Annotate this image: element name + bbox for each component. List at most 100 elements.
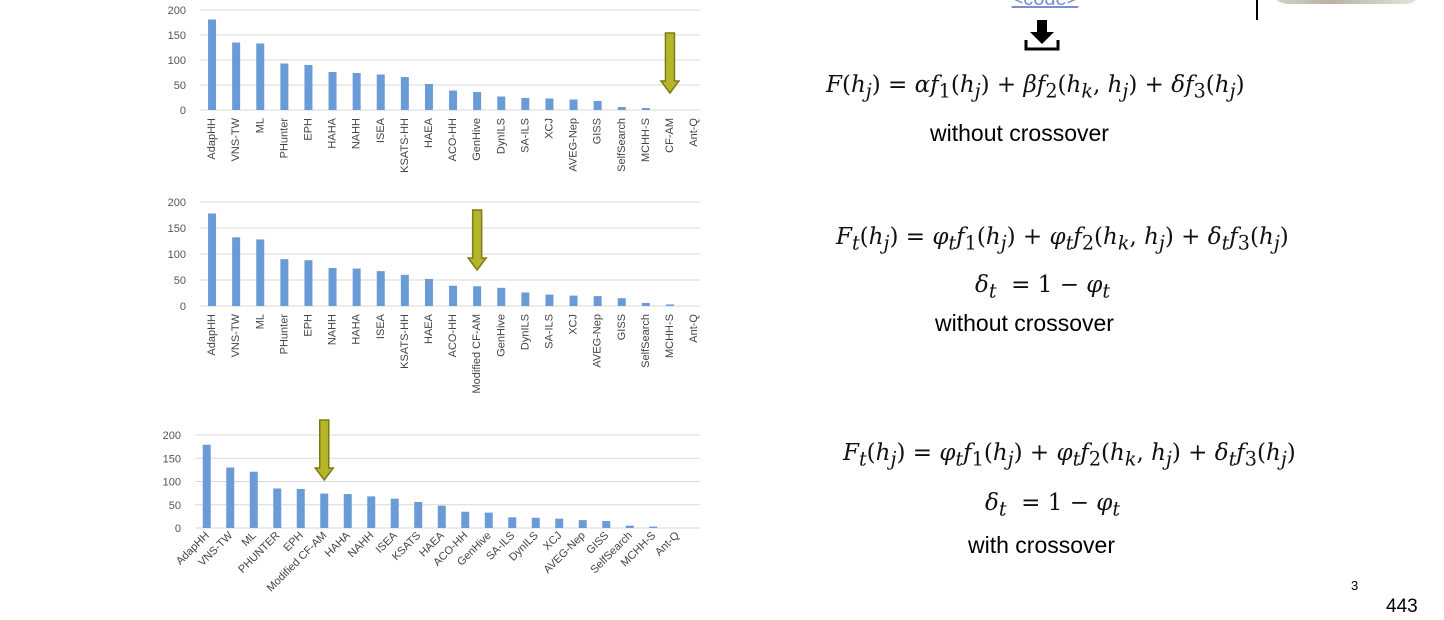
category-label: DynILS: [519, 314, 531, 350]
category-label: GenHive: [495, 314, 507, 357]
bar: [593, 296, 602, 306]
category-label: Ant-Q: [688, 118, 700, 147]
bar: [424, 84, 433, 110]
bar: [280, 63, 289, 110]
y-tick-label: 0: [180, 301, 186, 313]
bar: [320, 493, 329, 528]
bar: [649, 526, 658, 528]
highlight-arrow-icon: [313, 419, 335, 482]
category-label: HAHA: [327, 117, 339, 148]
bar: [641, 108, 650, 110]
bar: [602, 521, 611, 528]
slide-number: 3: [1351, 578, 1359, 593]
bar: [328, 268, 337, 306]
bar: [400, 274, 409, 306]
bar: [256, 43, 265, 110]
category-label: VNS-TW: [230, 117, 242, 161]
bar: [545, 294, 554, 306]
bar: [352, 73, 361, 110]
bar: [473, 286, 482, 306]
bar: [617, 107, 626, 110]
category-label: KSATS-HH: [399, 314, 411, 369]
bar: [473, 92, 482, 110]
bar: [304, 65, 313, 110]
bar: [367, 496, 376, 528]
corner-image: [1270, 0, 1420, 4]
bar: [521, 292, 530, 306]
bar: [593, 101, 602, 110]
category-label: AVEG-Nep: [592, 314, 604, 368]
bar: [232, 237, 241, 306]
y-tick-label: 150: [168, 223, 186, 235]
y-tick-label: 200: [168, 197, 186, 209]
category-label: Ant-Q: [653, 529, 682, 558]
bar: [545, 98, 554, 110]
bar: [226, 467, 235, 528]
category-label: ISEA: [375, 313, 387, 339]
formula-1: F(hj) = αf1(hj) + βf2(hk, hj) + δf3(hj): [826, 72, 1245, 103]
bar: [449, 90, 458, 110]
bar-chart-1: 0 50 100 150 200 AdapHH VNS-TW ML PHunter EPH HAHA…: [168, 5, 700, 173]
category-label: NAHH: [346, 530, 377, 561]
bar-chart-2: 0 50 100 150 200 AdapHH VNS-TW ML PHunter EPH NAHH…: [168, 197, 700, 393]
bar: [497, 287, 506, 306]
category-label: XCJ: [568, 314, 580, 335]
bar: [390, 498, 399, 528]
page-number: 443: [1386, 596, 1418, 617]
bar: [208, 19, 217, 110]
category-label: PHunter: [278, 314, 290, 355]
category-label: SA-ILS: [543, 314, 555, 349]
bar: [461, 511, 470, 528]
bar: [625, 525, 634, 528]
bar: [232, 42, 241, 110]
bar: [273, 488, 282, 528]
bar: [578, 520, 587, 528]
bar: [400, 77, 409, 110]
caption-1: without crossover: [930, 120, 1109, 146]
bar: [531, 517, 540, 528]
category-label: Modified CF-AM: [471, 314, 483, 393]
category-label: ACO-HH: [447, 314, 459, 357]
bar: [617, 298, 626, 306]
bar: [449, 285, 458, 306]
category-label: HAEA: [423, 117, 435, 148]
bar: [424, 278, 433, 306]
download-icon: [1024, 20, 1060, 51]
bar: [202, 444, 211, 528]
category-label: ML: [254, 118, 266, 133]
bar: [249, 471, 258, 528]
category-label: ISEA: [375, 117, 387, 143]
category-label: SA-ILS: [519, 118, 531, 153]
category-label: AVEG-Nep: [568, 118, 580, 172]
bar: [280, 259, 289, 306]
category-label: NAHH: [327, 314, 339, 345]
category-label: ACO-HH: [447, 118, 459, 161]
bar: [508, 517, 517, 528]
formula-3: Ft(hj) = φtf1(hj) + φtf2(hk, hj) + δtf3(…: [843, 440, 1296, 471]
y-tick-label: 150: [168, 30, 186, 42]
bar: [437, 505, 446, 528]
category-label: SelfSearch: [616, 118, 628, 172]
y-tick-label: 0: [175, 523, 181, 535]
category-label: GenHive: [471, 118, 483, 161]
caption-2: without crossover: [935, 310, 1114, 336]
bar: [376, 74, 385, 110]
bar: [569, 295, 578, 306]
bar: [569, 99, 578, 110]
category-label: MCHH-S: [664, 314, 676, 358]
highlight-arrow-icon: [466, 209, 488, 272]
y-tick-label: 50: [174, 275, 186, 287]
y-tick-label: 0: [180, 105, 186, 117]
y-tick-label: 50: [169, 500, 181, 512]
divider-line: [1256, 0, 1258, 20]
bar: [352, 268, 361, 306]
y-tick-label: 200: [163, 430, 181, 442]
y-tick-label: 200: [168, 5, 186, 17]
y-tick-label: 150: [163, 453, 181, 465]
formula-3-delta: δt = 1 − φt: [985, 490, 1121, 521]
category-label: AdapHH: [206, 118, 218, 160]
category-label: Ant-Q: [688, 314, 700, 343]
bar: [256, 239, 265, 306]
bar: [304, 260, 313, 306]
code-link[interactable]: <code>: [1000, 0, 1090, 11]
